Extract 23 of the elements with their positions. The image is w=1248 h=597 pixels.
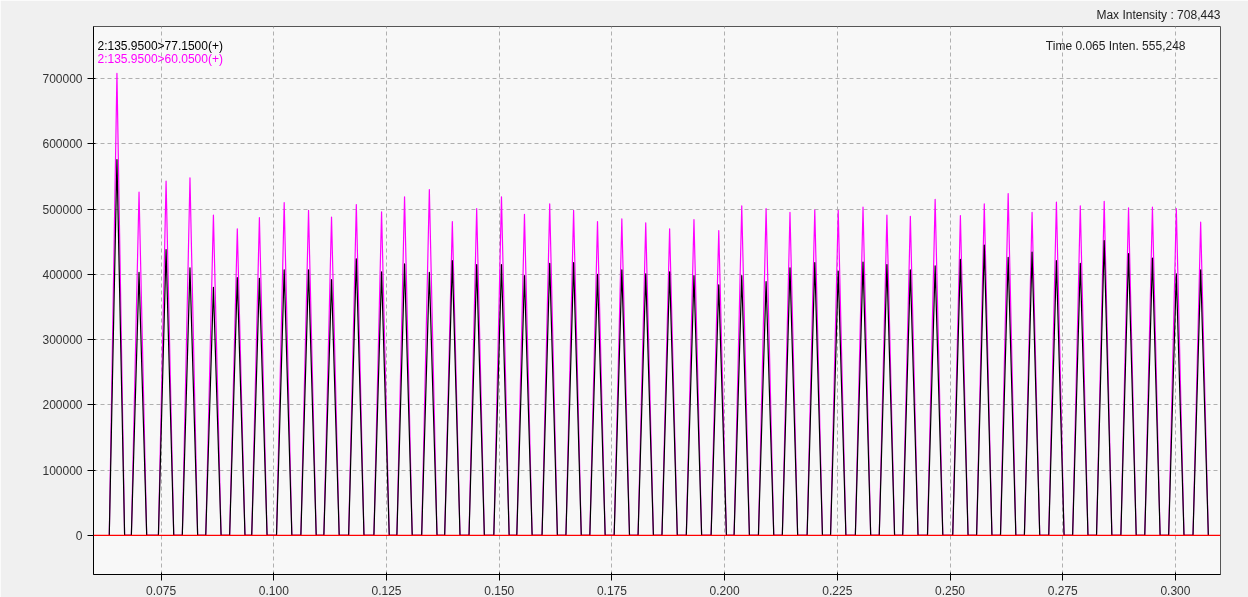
- x-tick-label: 0.125: [371, 583, 402, 597]
- series-label: 2:135.9500>60.0500(+): [97, 51, 223, 66]
- y-tick-label: 300000: [42, 333, 83, 348]
- x-tick-label: 0.225: [822, 583, 853, 597]
- x-tick-label: 0.200: [709, 583, 740, 597]
- annotation: Time 0.065 Inten. 555,248: [1045, 38, 1186, 53]
- y-tick-label: 500000: [42, 202, 83, 217]
- x-tick-label: 0.150: [484, 583, 515, 597]
- y-tick-label: 600000: [42, 137, 83, 152]
- text: 2:135.9500>77.1500(+): [97, 38, 223, 53]
- text: Max Intensity : 708,443: [1096, 7, 1221, 22]
- y-tick-label: 200000: [42, 398, 83, 413]
- y-tick-label: 700000: [42, 72, 83, 87]
- x-tick-label: 0.175: [596, 583, 628, 597]
- x-tick-label: 0.275: [1047, 583, 1079, 597]
- x-tick-label: 0.075: [146, 583, 177, 597]
- y-tick-label: 0: [75, 528, 83, 543]
- x-tick-label: 0.100: [258, 583, 290, 597]
- line-series: [108, 158, 1209, 536]
- y-tick-label: 400000: [42, 267, 83, 282]
- y-tick-label: 100000: [42, 463, 83, 478]
- x-tick-label: 0.250: [935, 583, 966, 597]
- x-tick-label: 0.300: [1160, 583, 1191, 597]
